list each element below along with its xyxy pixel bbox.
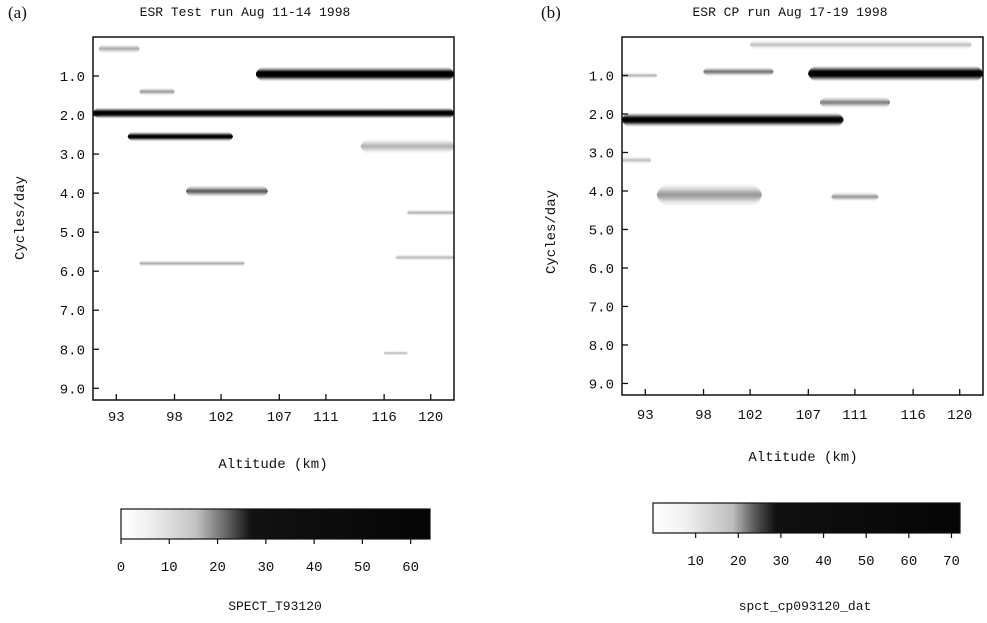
panel-a-xlabel: Altitude (km) [218,457,327,473]
x-tick-label: 102 [737,408,762,424]
panel-b-y-ticks: 1.0 2.0 3.0 4.0 5.0 6.0 7.0 8.0 9.0 [589,69,628,393]
x-tick-label: 107 [267,410,292,426]
panel-b-title: ESR CP run Aug 17-19 1998 [692,5,887,20]
heat-band-4-layer-1 [750,44,972,46]
panel-a-letter: (a) [8,3,27,22]
panel-a-colorbar-ticks: 0 10 20 30 40 50 60 [117,539,419,576]
heat-band-2-layer-1 [127,136,233,137]
heat-band-1-layer-1 [93,112,454,114]
y-tick-label: 1.0 [60,70,85,86]
x-tick-label: 98 [166,410,183,426]
heat-band-6-layer-1 [656,193,762,197]
y-tick-label: 6.0 [60,265,85,281]
panel-b-letter: (b) [541,3,561,22]
panel-a-colorbar [120,508,431,540]
colorbar-tick-label: 0 [117,560,125,576]
panel-b-heatmap [622,40,983,207]
colorbar-tick-label: 60 [402,560,419,576]
y-tick-label: 8.0 [589,339,614,355]
panel-a: (a) ESR Test run Aug 11-14 1998 Cycles/d… [8,3,455,614]
y-tick-label: 5.0 [60,226,85,242]
y-tick-label: 3.0 [60,148,85,164]
colorbar-tick-label: 30 [773,554,790,570]
panel-b-colorbar-ticks: 10 20 30 40 50 60 70 [687,533,960,570]
y-tick-label: 4.0 [60,187,85,203]
heat-band-4-layer-1 [139,91,175,93]
panel-b-plot-frame [621,36,984,396]
colorbar-tick-label: 50 [858,554,875,570]
x-tick-label: 116 [901,408,926,424]
colorbar-tick-label: 20 [730,554,747,570]
heat-band-7-layer-1 [831,196,879,198]
x-tick-label: 111 [313,410,338,426]
heat-band-5-layer-1 [186,190,268,192]
panel-b-colorbar-label: spct_cp093120_dat [739,599,872,614]
heat-band-5-layer-1 [820,101,890,104]
x-tick-label: 120 [418,410,443,426]
colorbar-tick-label: 30 [257,560,274,576]
y-tick-label: 7.0 [589,300,614,316]
y-tick-label: 9.0 [589,377,614,393]
x-tick-label: 111 [842,408,867,424]
x-tick-label: 93 [637,408,654,424]
x-tick-label: 98 [695,408,712,424]
colorbar-tick-label: 40 [815,554,832,570]
y-tick-label: 2.0 [60,109,85,125]
colorbar-tick-label: 40 [306,560,323,576]
x-tick-label: 116 [372,410,397,426]
colorbar-tick-label: 60 [900,554,917,570]
y-tick-label: 1.0 [589,69,614,85]
panel-a-heatmap [93,44,454,356]
y-tick-label: 2.0 [589,108,614,124]
y-tick-label: 4.0 [589,185,614,201]
panel-b: (b) ESR CP run Aug 17-19 1998 Cycles/day… [541,3,984,614]
colorbar-tick-label: 70 [943,554,960,570]
x-tick-label: 102 [208,410,233,426]
y-tick-label: 7.0 [60,304,85,320]
colorbar-tick-label: 10 [687,554,704,570]
heat-band-8-layer-1 [622,159,652,161]
heat-band-0-layer-1 [256,73,454,75]
y-tick-label: 3.0 [589,146,614,162]
heat-band-7-layer-1 [360,145,454,148]
y-tick-label: 6.0 [589,262,614,278]
heat-band-2-layer-1 [703,71,774,73]
x-tick-label: 93 [108,410,125,426]
panel-b-xlabel: Altitude (km) [748,450,857,466]
panel-a-plot-frame [92,36,455,401]
heat-band-10-layer-1 [384,352,408,354]
panel-b-ylabel: Cycles/day [544,190,560,274]
heat-band-3-layer-1 [98,48,140,50]
panel-a-ylabel: Cycles/day [13,176,29,260]
colorbar-tick-label: 50 [354,560,371,576]
panel-a-title: ESR Test run Aug 11-14 1998 [140,5,351,20]
panel-b-x-ticks: 93 98 102 107 111 116 120 [637,389,972,424]
panel-b-colorbar [652,502,961,534]
panel-a-y-ticks: 1.0 2.0 3.0 4.0 5.0 6.0 7.0 8.0 9.0 [60,70,99,398]
y-tick-label: 9.0 [60,382,85,398]
panel-a-colorbar-label: SPECT_T93120 [228,599,322,614]
heat-band-1-layer-1 [622,119,844,121]
heat-band-9-layer-1 [395,257,454,258]
heat-band-6-layer-1 [139,263,245,264]
heat-band-3-layer-1 [622,75,657,76]
panel-a-x-ticks: 93 98 102 107 111 116 120 [108,394,443,426]
x-tick-label: 120 [947,408,972,424]
heat-band-8-layer-1 [407,212,454,213]
y-tick-label: 5.0 [589,223,614,239]
heat-band-0-layer-1 [808,72,983,75]
y-tick-label: 8.0 [60,343,85,359]
x-tick-label: 107 [796,408,821,424]
colorbar-tick-label: 20 [209,560,226,576]
colorbar-tick-label: 10 [161,560,178,576]
